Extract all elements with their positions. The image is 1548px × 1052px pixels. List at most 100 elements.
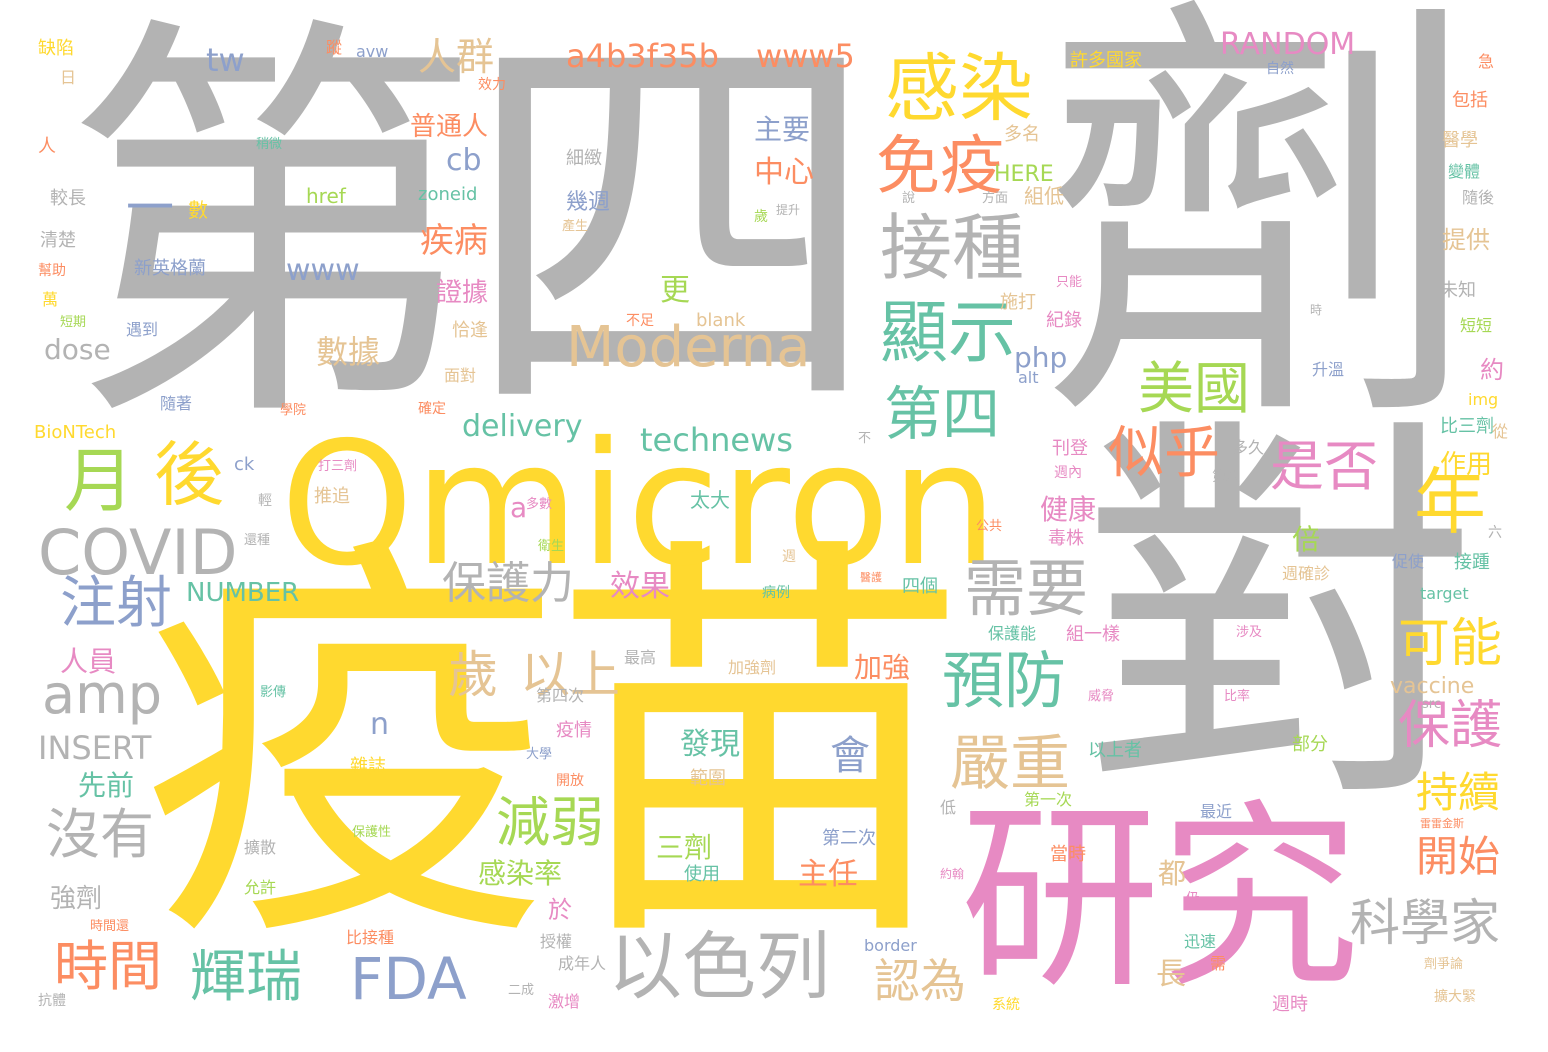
- word-第一次: 第一次: [1024, 790, 1073, 809]
- word-最高: 最高: [624, 648, 657, 667]
- word-random: RANDOM: [1220, 27, 1356, 62]
- word-研究: 研究: [960, 783, 1361, 1016]
- word-效果: 效果: [610, 569, 670, 604]
- word-輕: 輕: [258, 493, 272, 509]
- word-組一樣: 組一樣: [1066, 624, 1120, 645]
- word-於: 於: [548, 896, 572, 924]
- word-說: 說: [902, 191, 916, 206]
- word-萬: 萬: [42, 290, 59, 309]
- word-病例: 病例: [762, 585, 790, 601]
- word-幫助: 幫助: [38, 263, 66, 279]
- word-較長: 較長: [50, 188, 86, 209]
- word-target: target: [1420, 584, 1469, 603]
- word-劑爭論: 劑爭論: [1424, 957, 1464, 972]
- word-普通人: 普通人: [410, 112, 489, 142]
- word-ck: ck: [234, 454, 255, 475]
- word-img: img: [1468, 390, 1499, 409]
- word-會: 會: [830, 733, 870, 779]
- word-www: www: [286, 253, 360, 288]
- word-不: 不: [858, 431, 872, 446]
- word-科學家: 科學家: [1350, 894, 1500, 952]
- word-先前: 先前: [78, 769, 135, 802]
- word-需: 需: [1210, 954, 1227, 973]
- word-比三劑: 比三劑: [1440, 416, 1494, 437]
- word-covid: COVID: [38, 516, 238, 589]
- word-自然: 自然: [1266, 61, 1294, 77]
- word-強劑: 強劑: [50, 884, 103, 914]
- word-組低: 組低: [1024, 184, 1064, 208]
- word-恰逢: 恰逢: [452, 320, 488, 341]
- word-週時: 週時: [1272, 994, 1308, 1015]
- word-證據: 證據: [436, 278, 489, 308]
- word-a: a: [510, 491, 528, 524]
- word-主任: 主任: [798, 857, 858, 892]
- word-technews: technews: [640, 421, 793, 459]
- word-升溫: 升溫: [1312, 360, 1345, 379]
- word-moderna: Moderna: [566, 315, 811, 380]
- word-還種: 還種: [244, 533, 271, 548]
- word-alt: alt: [1018, 368, 1039, 387]
- word-border: border: [864, 936, 917, 955]
- word-打三劑: 打三劑: [318, 459, 358, 474]
- word-施打: 施打: [1000, 292, 1036, 313]
- word-blank: blank: [696, 310, 746, 331]
- word-發現: 發現: [680, 727, 740, 762]
- word-amp: amp: [42, 663, 162, 726]
- word-數: 數: [188, 198, 208, 222]
- word-更: 更: [660, 273, 690, 308]
- word-未知: 未知: [1440, 280, 1476, 301]
- word-開始: 開始: [1416, 832, 1501, 881]
- word-迅速: 迅速: [1184, 932, 1217, 951]
- word-沒有: 沒有: [46, 803, 154, 866]
- word-四個: 四個: [902, 576, 938, 597]
- word-持續: 持續: [1416, 768, 1501, 817]
- word-激增: 激增: [548, 992, 581, 1011]
- word-omicron: Omicron: [280, 406, 999, 604]
- word-包括: 包括: [1452, 90, 1488, 111]
- word-需要: 需要: [964, 552, 1089, 625]
- word-許多國家: 許多國家: [1070, 50, 1142, 71]
- word-保護力: 保護力: [442, 558, 574, 609]
- word-週內: 週內: [1054, 465, 1082, 481]
- word-方面: 方面: [982, 191, 1009, 206]
- word-可能: 可能: [1398, 614, 1503, 674]
- word-低: 低: [940, 798, 957, 817]
- word-人群: 人群: [418, 35, 495, 79]
- word-缺陷: 缺陷: [38, 38, 74, 59]
- word-毒株: 毒株: [1048, 528, 1084, 549]
- word-一: 一: [126, 180, 175, 236]
- word-href: href: [306, 184, 346, 208]
- word-cb: cb: [446, 143, 482, 178]
- word-效力: 效力: [478, 77, 506, 93]
- word-短期: 短期: [60, 315, 87, 330]
- word-保護能: 保護能: [988, 624, 1037, 643]
- word-似乎: 似乎: [1108, 421, 1220, 486]
- word-感染: 感染: [885, 46, 1033, 132]
- word-公共: 公共: [976, 519, 1003, 534]
- word-number: NUMBER: [186, 578, 300, 608]
- word-保護性: 保護性: [352, 825, 392, 840]
- word-促使: 促使: [1392, 552, 1425, 571]
- word-加強: 加強: [854, 651, 911, 684]
- word-疾病: 疾病: [420, 221, 488, 261]
- word-第四-big: 第四: [62, 0, 882, 474]
- word-週確診: 週確診: [1282, 564, 1331, 583]
- word-推追: 推追: [314, 486, 350, 507]
- word-蹤: 蹤: [326, 38, 343, 57]
- word-時: 時: [1310, 303, 1323, 317]
- word-接種: 接種: [880, 206, 1025, 290]
- word-年: 年: [1414, 460, 1487, 544]
- word-雜誌: 雜誌: [350, 756, 386, 777]
- word-仍: 仍: [1186, 891, 1200, 907]
- word-二成: 二成: [508, 983, 535, 998]
- word-健康: 健康: [1040, 493, 1097, 526]
- word-免疫: 免疫: [876, 130, 1004, 204]
- word-新英格蘭: 新英格蘭: [134, 258, 206, 279]
- word-週: 週: [782, 549, 796, 565]
- word-insert: INSERT: [38, 729, 152, 767]
- word-從: 從: [1492, 422, 1509, 441]
- word-疫苗: 疫苗: [140, 505, 970, 994]
- word-tw: tw: [206, 41, 245, 79]
- word-遇到: 遇到: [126, 320, 159, 339]
- word-隨著: 隨著: [160, 394, 193, 413]
